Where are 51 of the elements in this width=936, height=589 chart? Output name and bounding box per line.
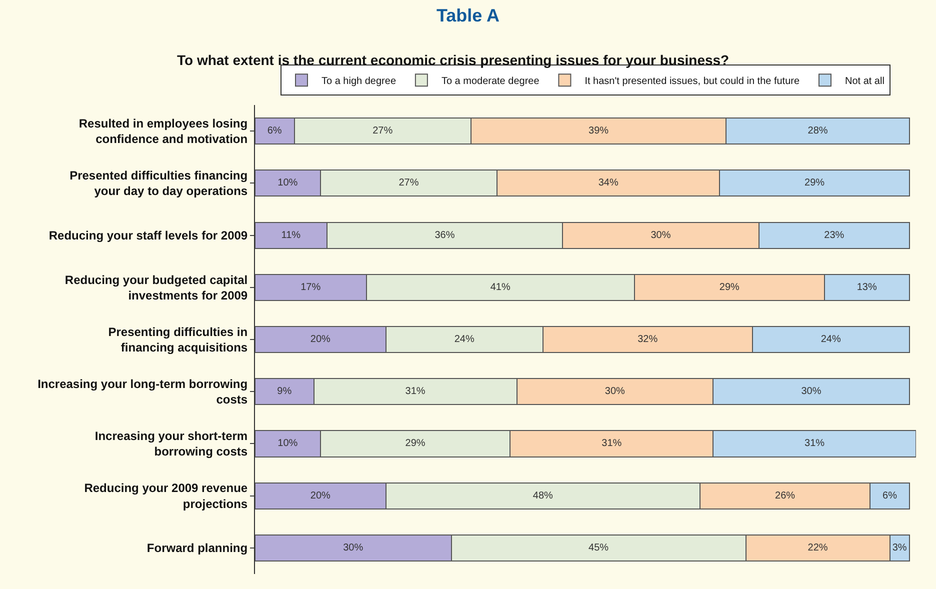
data-label: 23% bbox=[824, 230, 844, 241]
data-label: 29% bbox=[804, 178, 825, 189]
data-label: 20% bbox=[310, 334, 331, 345]
y-tick-label: Reducing your budgeted capital investments for 2009 bbox=[64, 272, 248, 302]
data-label: 30% bbox=[604, 386, 626, 398]
y-tick-label: Reducing your 2009 revenue projections bbox=[84, 481, 248, 511]
y-tick-label: Presented difficulties financing your day to day operations bbox=[70, 168, 248, 198]
data-label: 31% bbox=[804, 438, 825, 450]
data-label: 30% bbox=[343, 542, 364, 554]
data-label: 22% bbox=[808, 542, 828, 554]
data-label: 9% bbox=[277, 386, 292, 398]
data-label: 48% bbox=[532, 490, 554, 502]
data-label: 32% bbox=[638, 334, 658, 345]
data-label: 36% bbox=[434, 230, 455, 241]
data-label: 28% bbox=[808, 126, 828, 137]
data-label: 27% bbox=[372, 126, 393, 137]
data-label: 29% bbox=[405, 438, 426, 450]
y-tick-label: Reducing your staff levels for 2009 bbox=[48, 228, 248, 242]
data-label: 20% bbox=[310, 490, 331, 502]
data-label: 10% bbox=[278, 438, 298, 450]
chart-title: Table A bbox=[436, 5, 500, 26]
data-label: 17% bbox=[300, 282, 321, 293]
data-label: 31% bbox=[602, 438, 622, 450]
data-label: 30% bbox=[801, 386, 822, 398]
data-label: 27% bbox=[398, 178, 419, 189]
legend-label: Not at all bbox=[844, 76, 884, 88]
data-label: 26% bbox=[775, 490, 796, 502]
data-label: 6% bbox=[267, 126, 282, 137]
data-label: 24% bbox=[820, 334, 841, 345]
chart-subtitle: To what extent is the current economic crisis presenting issues for your business? bbox=[177, 52, 730, 68]
legend-label: It hasn't presented issues, but could in the future bbox=[584, 76, 800, 88]
y-tick-label: Forward planning bbox=[146, 541, 248, 556]
y-tick-label: Presenting difficulties in financing acquisitions bbox=[108, 324, 248, 354]
data-label: 11% bbox=[281, 230, 301, 241]
data-label: 41% bbox=[490, 282, 510, 293]
data-label: 13% bbox=[856, 282, 877, 293]
data-label: 34% bbox=[598, 178, 618, 189]
y-tick-label: Increasing your short-term borrowing costs bbox=[94, 429, 248, 459]
data-label: 39% bbox=[588, 126, 609, 137]
data-label: 10% bbox=[278, 178, 298, 189]
data-label: 24% bbox=[454, 334, 474, 345]
data-label: 45% bbox=[588, 542, 609, 554]
legend-label: To a moderate degree bbox=[441, 76, 540, 88]
data-label: 31% bbox=[405, 386, 426, 398]
data-label: 30% bbox=[650, 230, 671, 241]
data-label: 29% bbox=[719, 282, 740, 293]
data-label: 3% bbox=[892, 542, 907, 554]
data-label: 6% bbox=[882, 490, 898, 502]
legend-label: To a high degree bbox=[322, 76, 396, 88]
y-tick-label: Increasing your long-term borrowing costs bbox=[38, 377, 248, 407]
y-tick-label: Resulted in employees losing confidence and motivation bbox=[78, 116, 248, 146]
